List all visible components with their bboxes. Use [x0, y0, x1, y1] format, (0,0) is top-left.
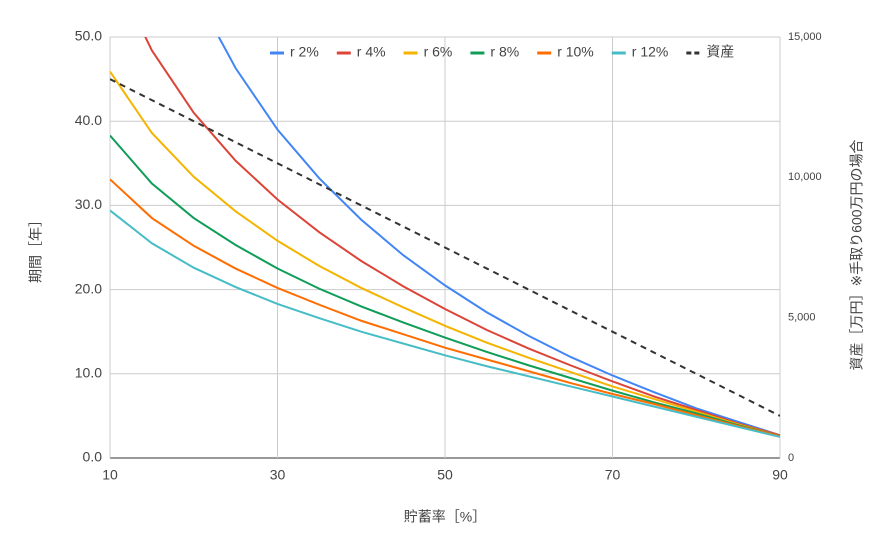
- x-tick-label: 30: [270, 467, 286, 483]
- series-line: [217, 37, 780, 437]
- plot-area: [110, 37, 780, 438]
- y-tick-label: 40.0: [75, 112, 102, 128]
- y-tick-label: 0.0: [83, 449, 103, 465]
- y2-axis-title: 資産［万円］※手取り600万円の場合: [849, 139, 865, 370]
- legend-label: r 6%: [424, 44, 453, 60]
- x-axis-title: 貯蓄率［%］: [404, 509, 486, 525]
- x-tick-label: 50: [437, 467, 453, 483]
- y-tick-label: 50.0: [75, 28, 102, 44]
- y-tick-label: 30.0: [75, 196, 102, 212]
- legend-label: 資産: [706, 44, 734, 60]
- series-line: [110, 209, 780, 438]
- x-tick-label: 90: [772, 467, 788, 483]
- legend-label: r 4%: [357, 44, 386, 60]
- x-tick-label: 10: [102, 467, 118, 483]
- y-tick-label: 20.0: [75, 280, 102, 296]
- x-tick-label: 70: [605, 467, 621, 483]
- legend-label: r 10%: [557, 44, 594, 60]
- y2-tick-label: 5,000: [788, 312, 816, 324]
- series-line: [110, 78, 780, 417]
- series-line: [144, 37, 780, 437]
- y2-tick-label: 0: [788, 452, 794, 464]
- series-line: [110, 178, 780, 438]
- series-line: [110, 134, 780, 438]
- series-line: [110, 70, 780, 438]
- legend-label: r 2%: [290, 44, 319, 60]
- y-axis-title: 期間［年］: [28, 213, 44, 283]
- y-tick-label: 10.0: [75, 365, 102, 381]
- y2-tick-label: 15,000: [788, 31, 822, 43]
- legend-label: r 12%: [632, 44, 669, 60]
- legend-label: r 8%: [490, 44, 519, 60]
- y2-tick-label: 10,000: [788, 171, 822, 183]
